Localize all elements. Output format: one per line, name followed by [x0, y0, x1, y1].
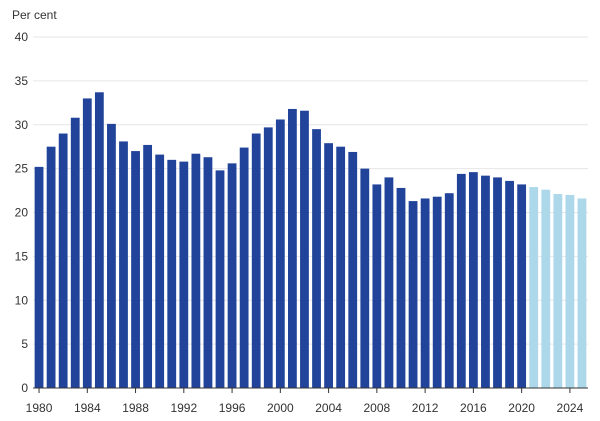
y-tick-label: 35	[15, 74, 29, 88]
y-tick-label: 40	[15, 30, 29, 44]
bar	[94, 92, 104, 388]
bar	[251, 133, 261, 388]
bar-forecast	[529, 187, 539, 388]
bar	[167, 159, 177, 388]
x-tick-label: 2016	[460, 401, 487, 415]
bar	[46, 146, 56, 388]
bar	[420, 198, 430, 388]
bar	[493, 177, 502, 388]
x-tick-label: 1996	[219, 401, 246, 415]
bar	[239, 147, 249, 388]
bar	[360, 168, 370, 388]
bar	[82, 98, 92, 389]
x-tick-label: 2000	[267, 401, 294, 415]
bar	[336, 146, 346, 388]
y-tick-label: 20	[15, 206, 29, 220]
bar	[372, 184, 382, 388]
x-tick-label: 1992	[170, 401, 197, 415]
bar	[131, 151, 140, 388]
bar	[324, 143, 334, 388]
x-tick-label: 1980	[26, 401, 53, 415]
bar	[34, 166, 44, 388]
bar-forecast	[577, 198, 587, 388]
bar	[444, 193, 454, 388]
bar	[348, 151, 358, 388]
bar	[300, 110, 309, 389]
bar	[143, 144, 153, 388]
bar	[203, 157, 213, 388]
bar	[408, 201, 418, 388]
bar	[107, 123, 116, 388]
bar	[70, 117, 80, 388]
x-tick-label: 1988	[122, 401, 149, 415]
x-tick-label: 2008	[364, 401, 391, 415]
bar	[155, 154, 165, 388]
bar	[517, 184, 527, 388]
bar	[227, 163, 237, 388]
bar	[119, 141, 128, 388]
bar-forecast	[565, 194, 575, 388]
y-tick-label: 30	[15, 118, 29, 132]
y-axis-label: Per cent	[12, 8, 57, 22]
bar	[468, 172, 478, 388]
bar	[384, 177, 394, 388]
y-tick-label: 5	[21, 337, 28, 351]
bar	[396, 187, 406, 388]
bar	[275, 119, 285, 389]
bar	[263, 127, 273, 388]
gridlines	[33, 36, 588, 345]
bar	[191, 153, 201, 388]
bar	[312, 129, 321, 388]
bar	[179, 161, 189, 388]
bar	[505, 180, 514, 388]
y-axis-ticks: 0 5 10 15 20 25 30 35 40	[15, 30, 29, 395]
y-tick-label: 0	[21, 381, 28, 395]
bar	[481, 175, 490, 388]
bar	[287, 108, 297, 388]
bar	[456, 173, 466, 388]
bar-forecast	[553, 194, 563, 388]
bar	[58, 133, 68, 388]
y-tick-label: 10	[15, 293, 29, 307]
bars	[34, 92, 587, 389]
x-tick-label: 2024	[557, 401, 584, 415]
bar-forecast	[541, 189, 551, 388]
y-tick-label: 25	[15, 162, 29, 176]
x-tick-label: 1984	[74, 401, 101, 415]
y-tick-label: 15	[15, 249, 29, 263]
bar	[432, 196, 442, 388]
x-tick-label: 2020	[508, 401, 535, 415]
x-axis-ticks: 1980 1984 1988 1992 1996 2000 2004 2008 2012 2016…	[26, 388, 584, 415]
x-tick-label: 2004	[315, 401, 342, 415]
x-tick-label: 2012	[412, 401, 439, 415]
bar	[215, 170, 225, 388]
